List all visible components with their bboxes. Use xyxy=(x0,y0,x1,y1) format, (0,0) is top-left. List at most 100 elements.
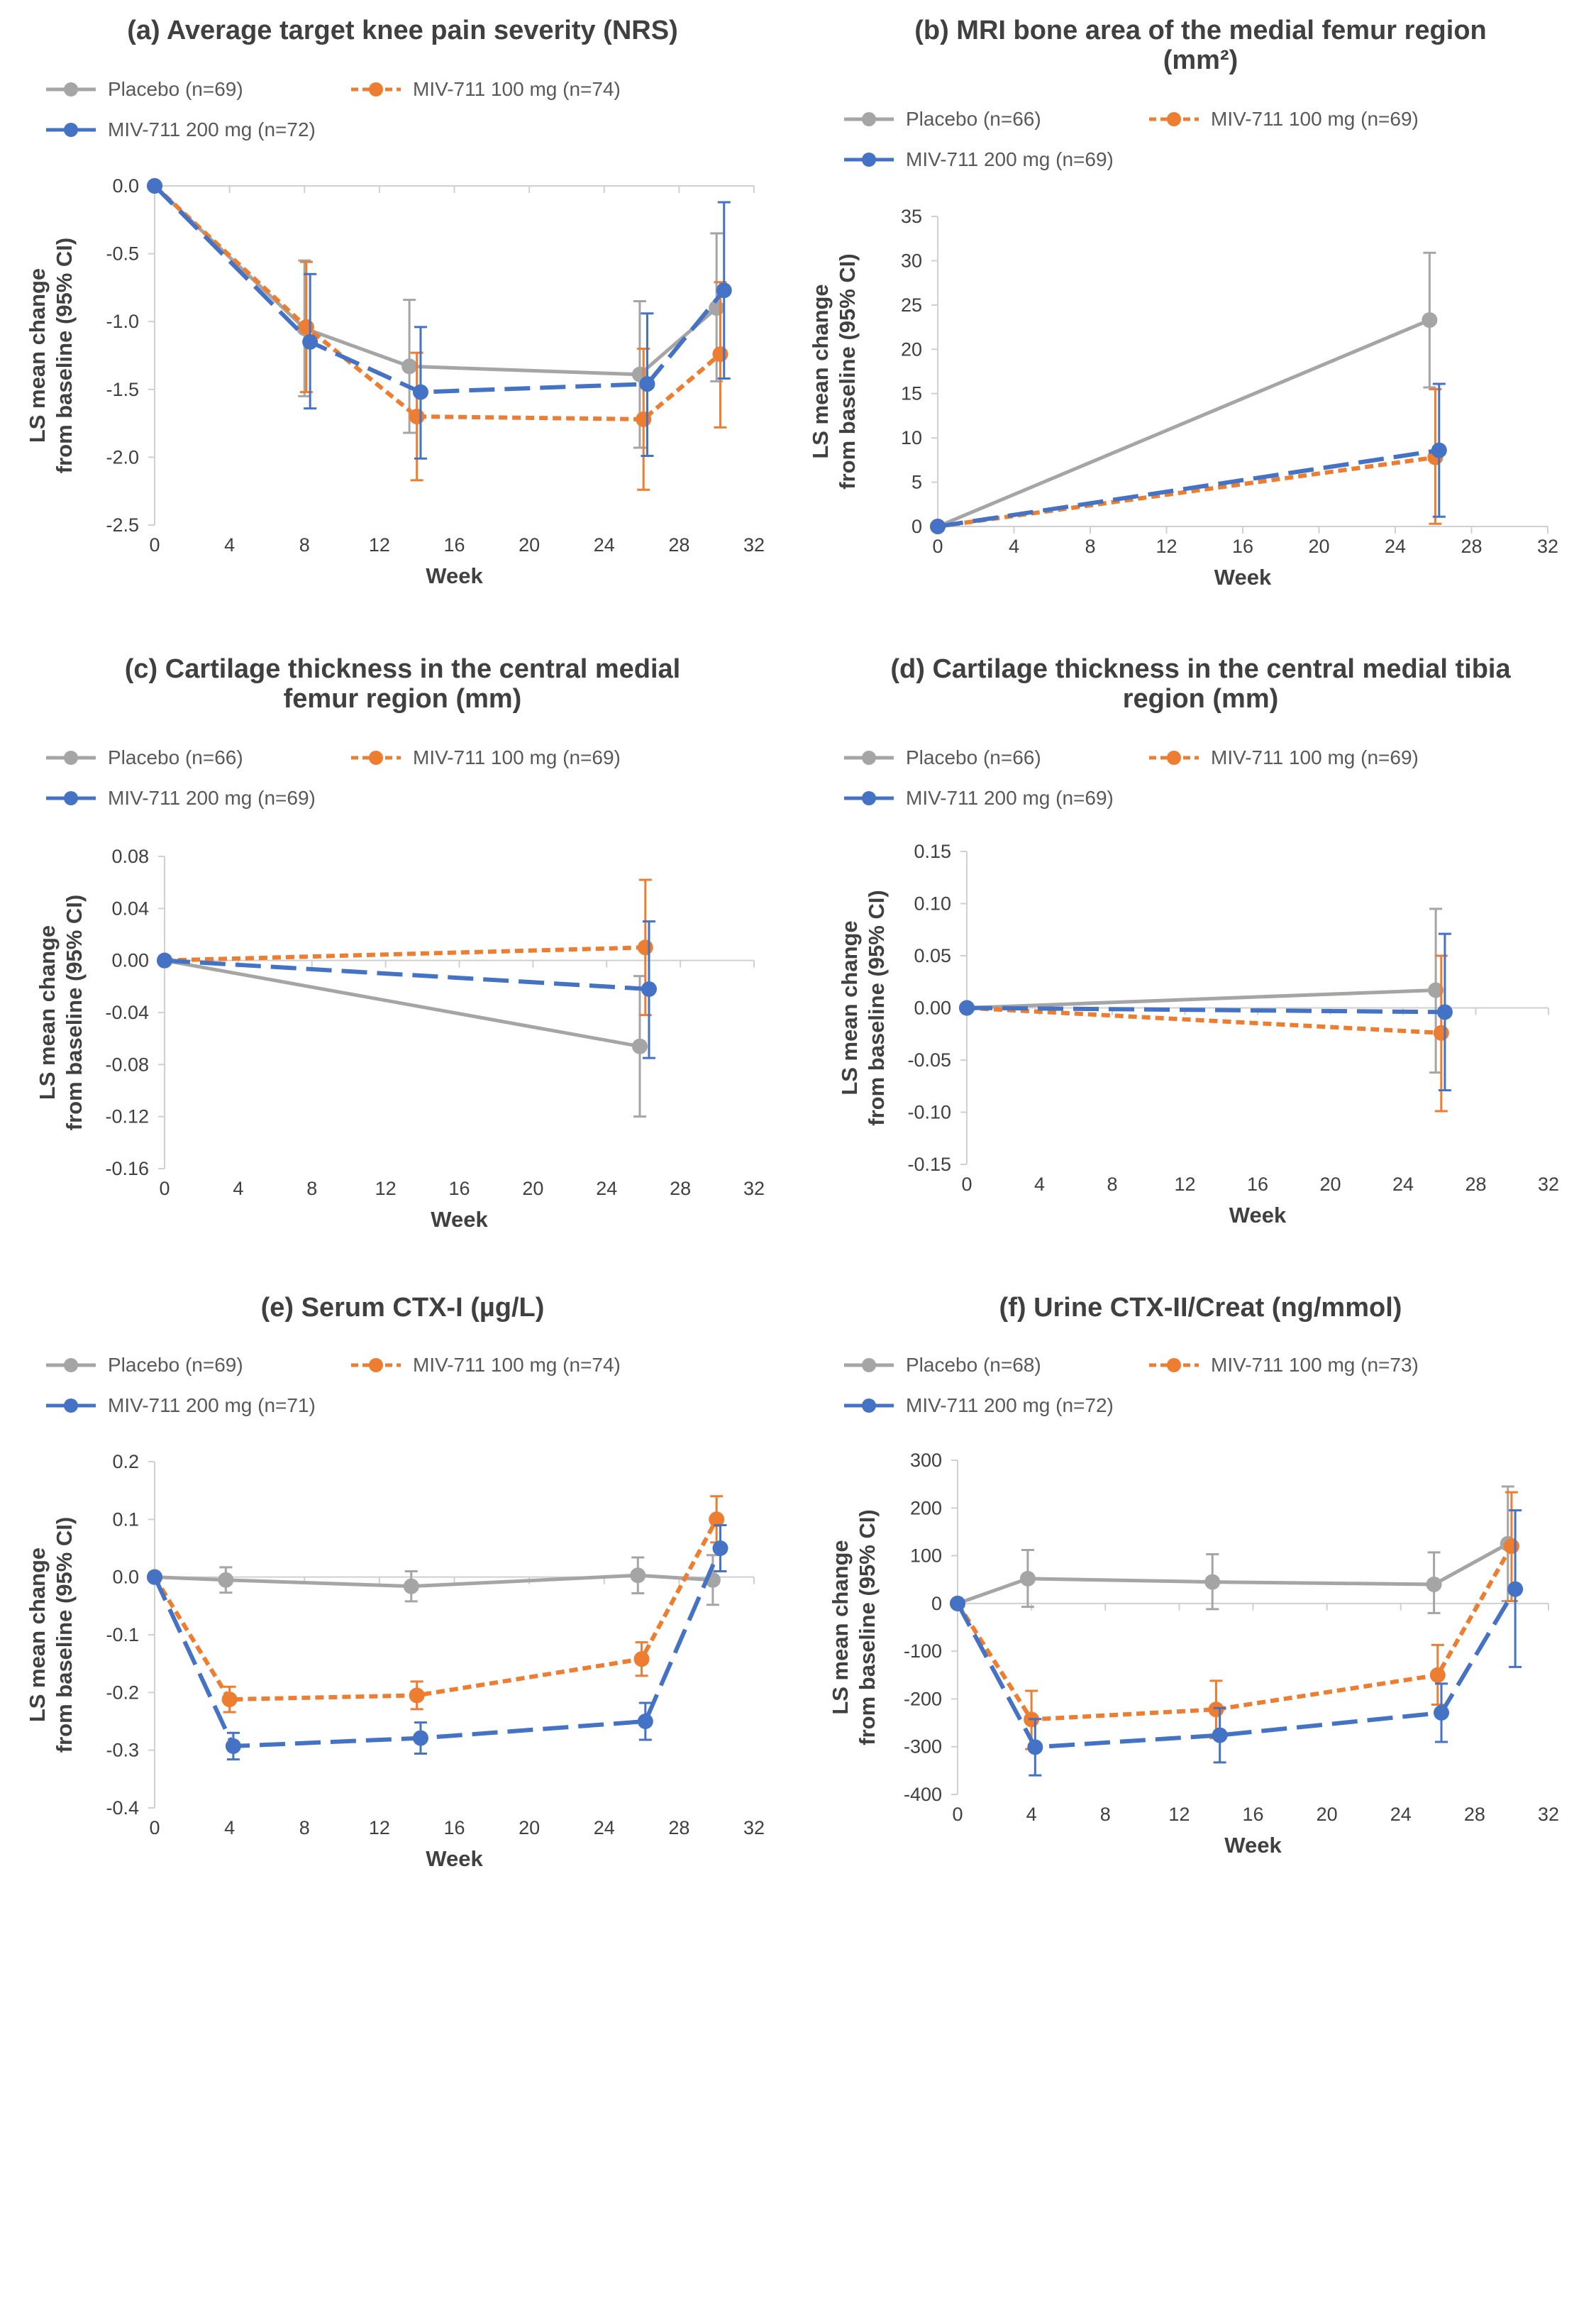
x-tick-label: 12 xyxy=(1156,536,1177,557)
series-high xyxy=(950,1509,1524,1777)
x-tick-label: 12 xyxy=(1168,1804,1190,1825)
series-high xyxy=(157,920,657,1059)
legend-item-high: MIV-711 200 mg (n=71) xyxy=(46,1394,316,1416)
legend-label: Placebo (n=66) xyxy=(108,746,243,768)
x-tick-label: 4 xyxy=(224,1817,235,1838)
data-point xyxy=(147,178,162,194)
y-axis-title: LS mean change xyxy=(808,284,833,458)
x-tick-label: 24 xyxy=(1392,1174,1414,1195)
data-point xyxy=(950,1595,965,1611)
chart-title: (c) Cartilage thickness in the central m… xyxy=(125,654,680,684)
x-tick-label: 12 xyxy=(369,1817,390,1838)
legend-marker xyxy=(369,82,383,96)
legend-marker xyxy=(64,1399,78,1413)
series-line xyxy=(153,184,722,421)
legend-item-mid: MIV-711 100 mg (n=73) xyxy=(1149,1354,1419,1376)
x-tick-label: 20 xyxy=(519,534,540,556)
series-placebo xyxy=(147,1554,721,1606)
legend-marker xyxy=(1167,751,1181,765)
chart-title: (d) Cartilage thickness in the central m… xyxy=(890,654,1511,684)
x-tick-label: 8 xyxy=(306,1178,317,1199)
legend-label: MIV-711 200 mg (n=71) xyxy=(108,1394,316,1416)
data-point xyxy=(302,333,318,350)
chart-panel-6: (f) Urine CTX-II/Creat (ng/mmol) Placebo … xyxy=(828,1293,1559,1858)
x-tick-label: 28 xyxy=(668,534,689,556)
x-tick-label: 28 xyxy=(1464,1804,1485,1825)
y-axis-title: LS mean change xyxy=(25,268,50,443)
legend-item-high: MIV-711 200 mg (n=69) xyxy=(844,148,1114,170)
series-placebo xyxy=(147,178,725,449)
data-point xyxy=(412,384,428,400)
data-point xyxy=(641,981,657,997)
y-tick-label: -0.10 xyxy=(907,1102,951,1123)
legend-marker xyxy=(369,1358,383,1372)
x-tick-label: 12 xyxy=(1174,1174,1195,1195)
y-tick-label: -1.5 xyxy=(106,379,139,400)
legend-item-mid: MIV-711 100 mg (n=74) xyxy=(351,78,621,100)
series-mid xyxy=(959,954,1449,1113)
chart-panel-5: (e) Serum CTX-I (µg/L) Placebo (n=69) MIV-… xyxy=(25,1293,765,1871)
y-axis-title: LS mean change xyxy=(837,920,862,1095)
series-mid xyxy=(147,1495,725,1714)
data-point xyxy=(298,319,314,335)
x-tick-label: 20 xyxy=(1317,1804,1338,1825)
data-point xyxy=(1204,1574,1221,1590)
legend-marker xyxy=(369,751,383,765)
x-tick-label: 4 xyxy=(233,1178,243,1199)
data-point xyxy=(1027,1739,1043,1755)
x-tick-label: 28 xyxy=(668,1817,689,1838)
x-tick-label: 4 xyxy=(224,534,235,556)
series-line xyxy=(966,1005,1441,1035)
data-point xyxy=(401,358,418,375)
chart-panel-1: (a) Average target knee pain severity (N… xyxy=(25,16,765,588)
y-tick-label: 0.0 xyxy=(112,1567,139,1588)
y-tick-label: 0.0 xyxy=(112,175,139,197)
legend-marker xyxy=(862,1399,876,1413)
legend-item-mid: MIV-711 100 mg (n=69) xyxy=(1149,746,1419,768)
series-line xyxy=(955,1588,1517,1750)
y-tick-label: 0.1 xyxy=(112,1508,139,1530)
x-axis-title: Week xyxy=(426,1846,483,1871)
x-tick-label: 28 xyxy=(1465,1174,1486,1195)
y-tick-label: -0.12 xyxy=(105,1106,149,1127)
x-tick-label: 4 xyxy=(1034,1174,1045,1195)
legend-item-placebo: Placebo (n=66) xyxy=(844,746,1041,768)
legend-item-placebo: Placebo (n=69) xyxy=(46,1354,243,1376)
data-point xyxy=(1507,1581,1524,1597)
legend-label: Placebo (n=66) xyxy=(906,746,1041,768)
y-tick-label: -0.08 xyxy=(105,1054,149,1075)
x-tick-label: 0 xyxy=(952,1804,963,1825)
legend-label: MIV-711 200 mg (n=69) xyxy=(906,787,1114,809)
y-tick-label: 100 xyxy=(910,1545,942,1567)
y-axis-title: from baseline (95% CI) xyxy=(52,238,77,473)
y-axis-title: from baseline (95% CI) xyxy=(855,1509,880,1745)
data-point xyxy=(157,952,172,969)
data-point xyxy=(716,282,732,299)
y-axis-title: LS mean change xyxy=(25,1548,50,1722)
legend-marker xyxy=(862,112,876,126)
y-tick-label: 300 xyxy=(910,1450,942,1471)
y-axis-title: LS mean change xyxy=(35,925,60,1100)
legend-item-placebo: Placebo (n=66) xyxy=(46,746,243,768)
y-tick-label: 0.2 xyxy=(112,1451,139,1472)
series-line xyxy=(966,988,1436,1010)
x-tick-label: 8 xyxy=(1100,1804,1111,1825)
legend-label: Placebo (n=68) xyxy=(906,1354,1041,1376)
data-point xyxy=(930,519,946,534)
data-point xyxy=(1431,442,1447,458)
y-tick-label: -0.04 xyxy=(105,1002,149,1023)
y-axis-title: from baseline (95% CI) xyxy=(62,895,87,1130)
data-point xyxy=(637,939,653,956)
data-point xyxy=(225,1738,241,1754)
data-point xyxy=(630,1567,646,1584)
series-line xyxy=(153,1518,719,1702)
y-tick-label: 0.05 xyxy=(914,945,951,966)
y-tick-label: -2.5 xyxy=(106,514,139,536)
series-line xyxy=(966,1005,1445,1015)
chart-title: (mm²) xyxy=(1163,45,1238,75)
legend-label: MIV-711 200 mg (n=69) xyxy=(906,148,1114,170)
series-high xyxy=(147,1523,728,1761)
chart-title: femur region (mm) xyxy=(284,684,522,714)
chart-panel-4: (d) Cartilage thickness in the central m… xyxy=(837,654,1559,1228)
legend-item-mid: MIV-711 100 mg (n=74) xyxy=(351,1354,621,1376)
